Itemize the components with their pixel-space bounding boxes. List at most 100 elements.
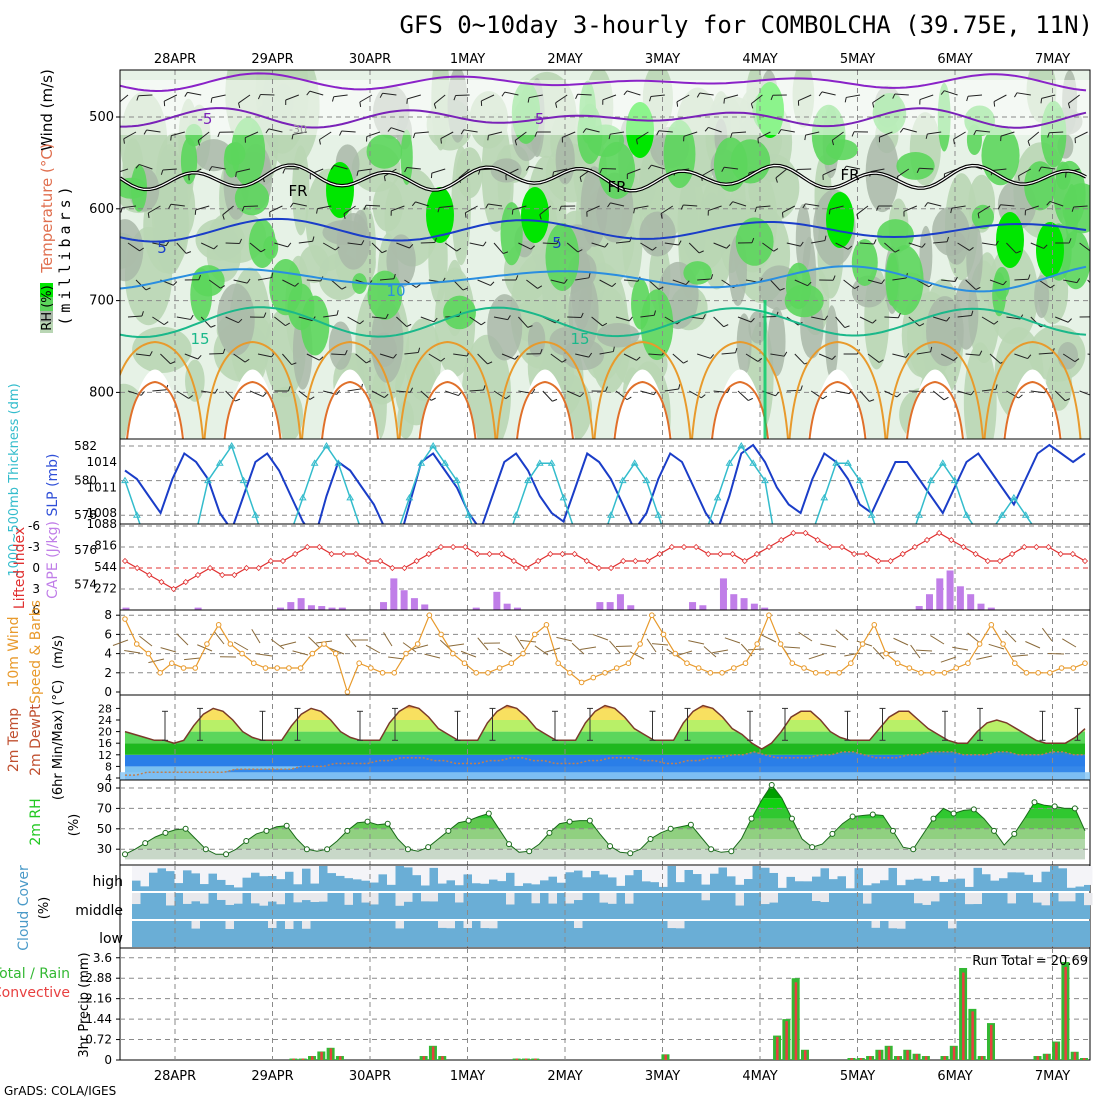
- wind-barb-flag: [160, 169, 164, 175]
- wind-barb-flag: [950, 208, 953, 214]
- wind-barb: [528, 94, 543, 99]
- rh-blob: [1034, 275, 1050, 319]
- rh2m-unit: (%): [67, 814, 82, 837]
- lifted-index-y-label: Lifted Index: [12, 527, 28, 609]
- wind-barb-flag: [930, 346, 933, 352]
- wind-barb: [1049, 131, 1064, 134]
- bottom-date-label: 1MAY: [450, 1069, 485, 1084]
- wind-speed-marker: [239, 650, 245, 657]
- cloud-gap: [455, 893, 464, 903]
- wind-barb: [708, 126, 722, 133]
- top-date-label: 7MAY: [1035, 52, 1070, 67]
- thickness-marker: [761, 476, 769, 484]
- wind-barb: [135, 353, 150, 357]
- wind-barb-flag: [559, 206, 562, 212]
- wind-barb: [957, 390, 972, 396]
- rh2m-marker: [849, 813, 856, 820]
- rh2m-marker: [627, 850, 634, 857]
- surface-barb: [139, 635, 153, 647]
- wind-barb: [343, 205, 356, 215]
- top-date-axis: 28APR 29APR 30APR 1MAY 2MAY 3MAY 4MAY 5MAY 6MAY 7…: [154, 52, 1070, 67]
- wind-barb-flag: [954, 276, 958, 282]
- rh-blob: [971, 204, 995, 230]
- lifted-index-marker: [753, 550, 760, 558]
- wind-barb-flag: [804, 135, 807, 141]
- surface-barb: [280, 641, 297, 647]
- cloud-gap: [769, 866, 778, 873]
- wind-barb-flag: [173, 281, 178, 286]
- cloud-gap: [446, 866, 455, 881]
- wind-barb-flag: [503, 251, 509, 255]
- cloud-gap: [778, 866, 787, 888]
- rh-shading: [120, 70, 1090, 439]
- precip-bar-convective: [1073, 1052, 1077, 1060]
- wind-barb-flag: [188, 395, 193, 399]
- contour-label: -5: [530, 110, 545, 128]
- precip-bar-convective: [1055, 1042, 1058, 1060]
- wind-barb: [187, 91, 202, 96]
- rh-blob: [322, 219, 367, 245]
- top-date-label: 1MAY: [450, 52, 485, 67]
- thickness-marker: [524, 476, 532, 484]
- wind-barb-flag: [1040, 98, 1043, 104]
- wind-barb-flag: [285, 322, 290, 327]
- lifted-index-marker: [923, 536, 931, 544]
- cloud-gap: [710, 866, 719, 874]
- wind-barb-flag: [800, 241, 804, 247]
- contour-20: [593, 340, 692, 439]
- wind-barb-flag: [828, 209, 831, 215]
- contour-20: [886, 340, 984, 439]
- wind-barb: [1038, 352, 1053, 355]
- wind-barb: [623, 353, 637, 361]
- precip-bar-convective: [952, 1046, 956, 1060]
- rh-blob: [400, 129, 413, 185]
- precip-bar-convective: [422, 1056, 426, 1060]
- cloud-gap: [191, 921, 200, 929]
- cloud-gap: [931, 866, 940, 877]
- cloud-gap: [973, 893, 982, 905]
- wind-barb: [371, 242, 383, 254]
- wind-speed-marker: [754, 641, 760, 647]
- wind-barb-flag: [633, 208, 636, 214]
- top-date-label: 5MAY: [840, 52, 875, 67]
- wind-barb: [683, 204, 698, 207]
- dewpt-low-band: [120, 772, 1090, 780]
- precip-grid: [120, 948, 1090, 1060]
- tick-label: 2: [104, 666, 112, 680]
- lifted-index-marker: [340, 550, 347, 558]
- wind-barb: [160, 353, 171, 365]
- wind-barb: [811, 316, 825, 321]
- wind-barb: [634, 205, 649, 209]
- wind-barb-flag: [971, 310, 974, 316]
- cloud-gap: [761, 866, 770, 868]
- lifted-index-marker: [377, 557, 384, 565]
- wind-speed-marker: [719, 670, 725, 676]
- wind-speed-marker: [250, 660, 257, 667]
- wind-barb-flag: [611, 282, 617, 287]
- surface-barb: [1062, 638, 1077, 648]
- lifted-index-marker: [1057, 550, 1064, 558]
- thickness-marker: [749, 459, 758, 466]
- wind-barb: [431, 168, 446, 174]
- rh-blob-bright: [326, 162, 354, 218]
- cloud-gap: [242, 866, 251, 878]
- wind-barb: [309, 90, 324, 96]
- tick-label: 24: [98, 714, 112, 727]
- wind-barb-flag: [537, 285, 543, 289]
- wind-barb: [724, 166, 739, 170]
- wind-speed-marker: [262, 665, 269, 671]
- rh-blob: [190, 268, 213, 322]
- wind-barb: [200, 316, 212, 328]
- wind-barb: [599, 351, 614, 355]
- lifted-index-tick: -3: [28, 540, 40, 554]
- wind-barb-flag: [344, 349, 348, 355]
- cloud-gap: [404, 866, 413, 868]
- lifted-index-marker: [620, 557, 627, 565]
- wind-barb: [152, 242, 167, 247]
- wind-barb-flag: [552, 398, 558, 402]
- wind-speed-marker: [965, 660, 971, 667]
- wind-barb-flag: [1043, 244, 1048, 249]
- wind-barb: [683, 131, 698, 137]
- cloud-gap: [395, 893, 404, 906]
- wind-barb: [514, 131, 527, 141]
